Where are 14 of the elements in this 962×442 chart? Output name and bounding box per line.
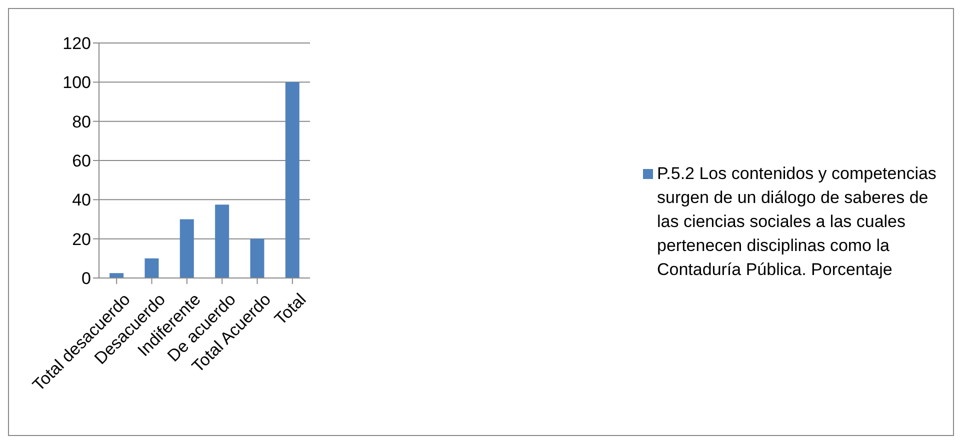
y-tick-label: 120	[62, 34, 91, 54]
y-tick-label: 60	[72, 152, 91, 171]
bar	[215, 204, 230, 278]
legend-label: P.5.2 Los contenidos y competencias surgen de un diálogo de saberes de las ciencias sociales a las cuales pertenecen disciplinas como la Contaduría Pública. Porcentaje	[657, 163, 938, 281]
y-tick-label: 40	[72, 190, 91, 210]
bar	[250, 238, 264, 278]
bar	[180, 219, 194, 278]
bar	[285, 82, 300, 278]
bar	[110, 273, 124, 278]
y-tick-label: 100	[62, 73, 91, 92]
bar	[144, 258, 159, 278]
y-tick-label: 0	[82, 269, 91, 288]
y-tick-label: 80	[72, 112, 91, 132]
y-tick-label: 20	[72, 230, 91, 249]
